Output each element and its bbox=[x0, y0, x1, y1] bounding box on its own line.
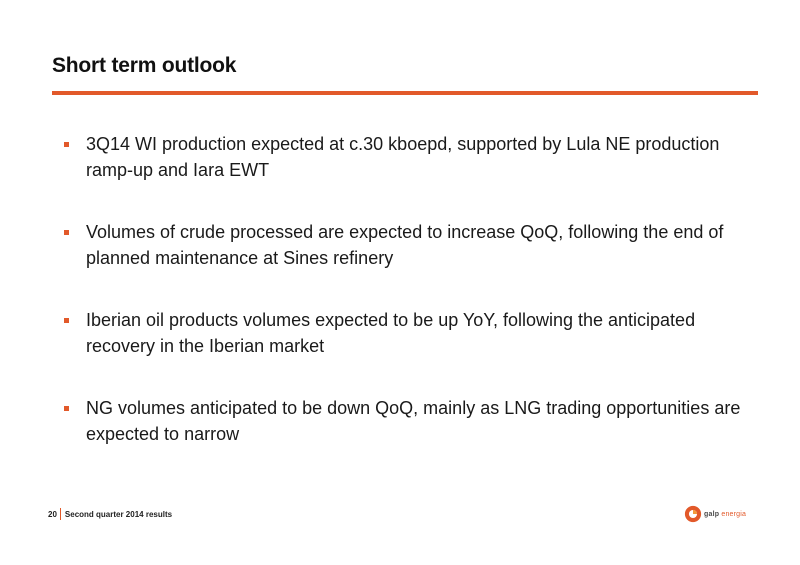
square-bullet-icon bbox=[64, 142, 69, 147]
slide-footer: 20 Second quarter 2014 results bbox=[48, 508, 172, 520]
bullet-text: Volumes of crude processed are expected … bbox=[86, 222, 724, 268]
square-bullet-icon bbox=[64, 406, 69, 411]
page-number: 20 bbox=[48, 509, 57, 519]
bullet-item: 3Q14 WI production expected at c.30 kboe… bbox=[64, 131, 764, 183]
footer-text: Second quarter 2014 results bbox=[64, 509, 173, 519]
galp-logo-icon bbox=[684, 505, 702, 523]
title-divider bbox=[52, 91, 758, 95]
bullet-item: NG volumes anticipated to be down QoQ, m… bbox=[64, 395, 764, 447]
logo-wordmark: galp energia bbox=[704, 510, 747, 518]
bullet-item: Iberian oil products volumes expected to… bbox=[64, 307, 764, 359]
slide-title: Short term outlook bbox=[52, 54, 237, 77]
square-bullet-icon bbox=[64, 318, 69, 323]
company-logo: galp energia bbox=[684, 505, 746, 523]
bullet-text: NG volumes anticipated to be down QoQ, m… bbox=[86, 398, 741, 444]
bullet-list: 3Q14 WI production expected at c.30 kboe… bbox=[64, 131, 764, 483]
bullet-text: 3Q14 WI production expected at c.30 kboe… bbox=[86, 134, 720, 180]
footer-divider bbox=[59, 508, 61, 520]
bullet-text: Iberian oil products volumes expected to… bbox=[86, 310, 696, 356]
bullet-item: Volumes of crude processed are expected … bbox=[64, 219, 764, 271]
square-bullet-icon bbox=[64, 230, 69, 235]
